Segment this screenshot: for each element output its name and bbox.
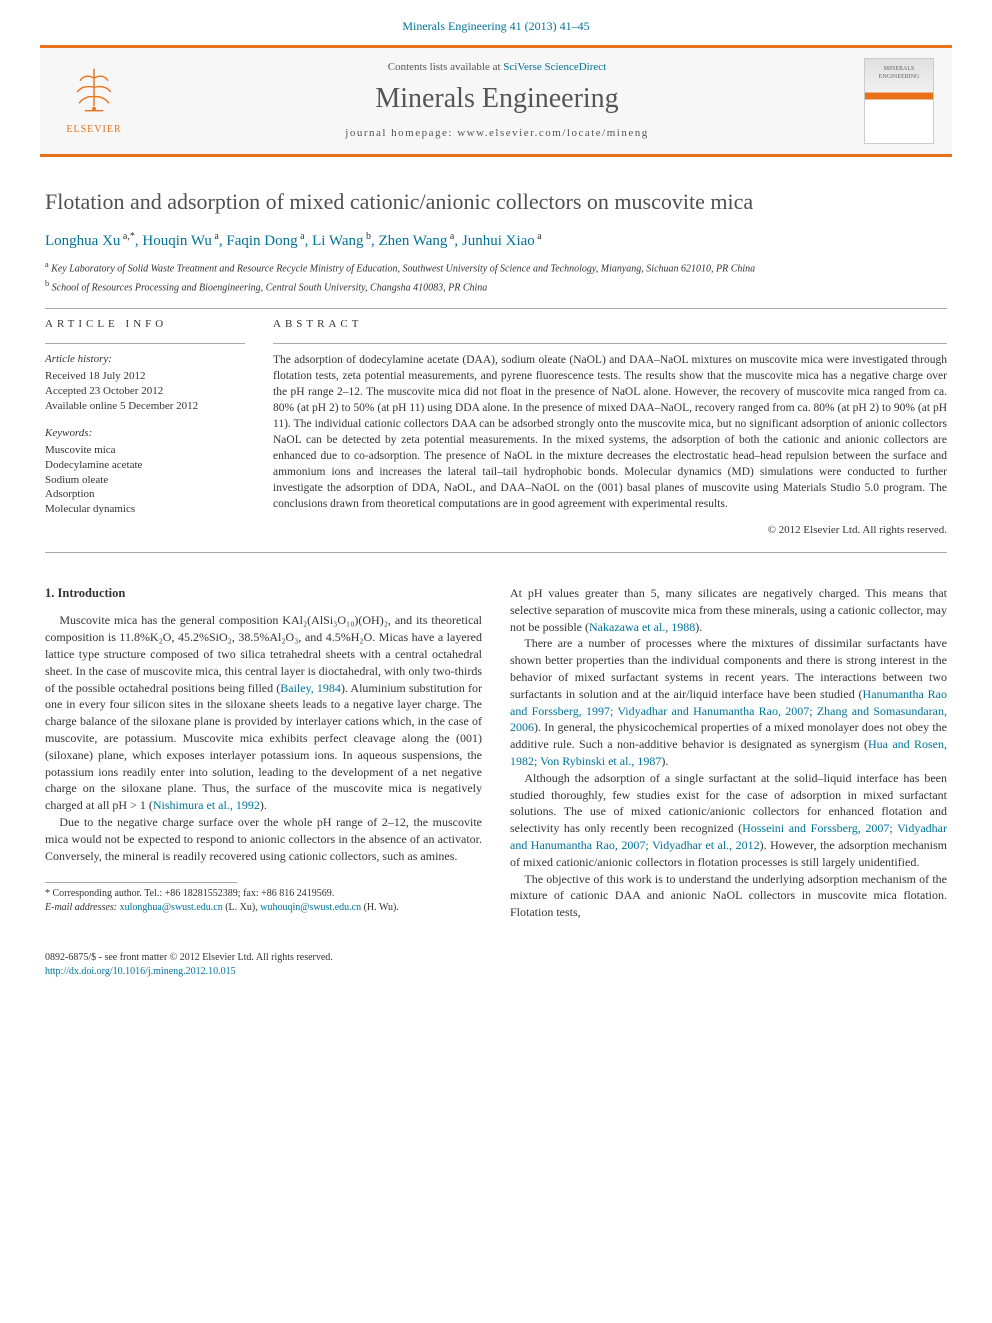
keyword: Molecular dynamics: [45, 502, 245, 517]
history-line: Received 18 July 2012: [45, 369, 245, 384]
ref-link[interactable]: Nakazawa et al., 1988: [589, 620, 695, 634]
history-heading: Article history:: [45, 352, 245, 367]
email-link[interactable]: xulonghua@swust.edu.cn: [120, 902, 223, 913]
journal-banner: ELSEVIER Contents lists available at Sci…: [40, 45, 952, 157]
corresponding-author: * Corresponding author. Tel.: +86 182815…: [45, 887, 482, 914]
author[interactable]: Junhui Xiao a: [462, 233, 542, 249]
homepage-line: journal homepage: www.elsevier.com/locat…: [148, 126, 846, 141]
ref-link[interactable]: Bailey, 1984: [280, 681, 341, 695]
affiliation: b School of Resources Processing and Bio…: [45, 279, 947, 294]
divider: [45, 308, 947, 309]
citation-link[interactable]: Minerals Engineering 41 (2013) 41–45: [402, 19, 589, 33]
body-para: At pH values greater than 5, many silica…: [510, 585, 947, 635]
author[interactable]: Li Wang b: [312, 233, 371, 249]
corr-emails: E-mail addresses: xulonghua@swust.edu.cn…: [45, 901, 482, 915]
body-col-right: At pH values greater than 5, many silica…: [510, 585, 947, 921]
cover-label: MINERALS ENGINEERING: [879, 66, 920, 80]
contents-line: Contents lists available at SciVerse Sci…: [148, 60, 846, 75]
body-columns: 1. Introduction Muscovite mica has the g…: [45, 585, 947, 921]
keyword: Dodecylamine acetate: [45, 458, 245, 473]
keywords-block: Keywords: Muscovite mica Dodecylamine ac…: [45, 426, 245, 518]
ref-link[interactable]: Nishimura et al., 1992: [153, 798, 260, 812]
keywords-heading: Keywords:: [45, 426, 245, 441]
article-info-label: article info: [45, 317, 245, 332]
body-para: Muscovite mica has the general compositi…: [45, 612, 482, 814]
author[interactable]: Houqin Wu a: [142, 233, 219, 249]
email-link[interactable]: wuhouqin@swust.edu.cn: [260, 902, 361, 913]
body-col-left: 1. Introduction Muscovite mica has the g…: [45, 585, 482, 921]
info-abstract-row: article info Article history: Received 1…: [45, 317, 947, 538]
keyword: Muscovite mica: [45, 443, 245, 458]
history-line: Accepted 23 October 2012: [45, 384, 245, 399]
body-para: Due to the negative charge surface over …: [45, 814, 482, 864]
corr-line: * Corresponding author. Tel.: +86 182815…: [45, 887, 482, 901]
article-content: Flotation and adsorption of mixed cation…: [0, 157, 992, 941]
author[interactable]: Zhen Wang a: [379, 233, 455, 249]
history-block: Article history: Received 18 July 2012 A…: [45, 343, 245, 414]
doi-link[interactable]: http://dx.doi.org/10.1016/j.mineng.2012.…: [45, 966, 236, 977]
footnote-rule: [45, 882, 237, 883]
abstract-label: abstract: [273, 317, 947, 332]
issn-line: 0892-6875/$ - see front matter © 2012 El…: [45, 951, 947, 965]
elsevier-text: ELSEVIER: [66, 123, 121, 137]
keyword: Sodium oleate: [45, 473, 245, 488]
elsevier-tree-icon: [66, 64, 122, 120]
banner-center: Contents lists available at SciVerse Sci…: [148, 60, 846, 142]
body-para: There are a number of processes where th…: [510, 635, 947, 769]
divider: [45, 552, 947, 553]
intro-heading: 1. Introduction: [45, 585, 482, 603]
author[interactable]: Faqin Dong a: [226, 233, 304, 249]
contents-prefix: Contents lists available at: [388, 61, 503, 73]
body-para: The objective of this work is to underst…: [510, 871, 947, 921]
footer-bar: 0892-6875/$ - see front matter © 2012 El…: [45, 951, 947, 979]
abstract-copyright: © 2012 Elsevier Ltd. All rights reserved…: [273, 523, 947, 538]
history-line: Available online 5 December 2012: [45, 399, 245, 414]
body-para: Although the adsorption of a single surf…: [510, 770, 947, 871]
abstract-column: abstract The adsorption of dodecylamine …: [273, 317, 947, 538]
journal-name: Minerals Engineering: [148, 79, 846, 118]
homepage-url: www.elsevier.com/locate/mineng: [457, 127, 649, 139]
sciencedirect-link[interactable]: SciVerse ScienceDirect: [503, 61, 606, 73]
author-list: Longhua Xu a,*, Houqin Wu a, Faqin Dong …: [45, 230, 947, 252]
article-title: Flotation and adsorption of mixed cation…: [45, 187, 947, 218]
affiliation: a Key Laboratory of Solid Waste Treatmen…: [45, 260, 947, 275]
journal-cover-thumb: MINERALS ENGINEERING: [864, 58, 934, 144]
author[interactable]: Longhua Xu a,*: [45, 233, 135, 249]
citation-header: Minerals Engineering 41 (2013) 41–45: [0, 0, 992, 45]
keyword: Adsorption: [45, 487, 245, 502]
abstract-text: The adsorption of dodecylamine acetate (…: [273, 343, 947, 513]
elsevier-logo: ELSEVIER: [58, 61, 130, 141]
article-info-sidebar: article info Article history: Received 1…: [45, 317, 245, 538]
homepage-prefix: journal homepage:: [345, 127, 457, 139]
